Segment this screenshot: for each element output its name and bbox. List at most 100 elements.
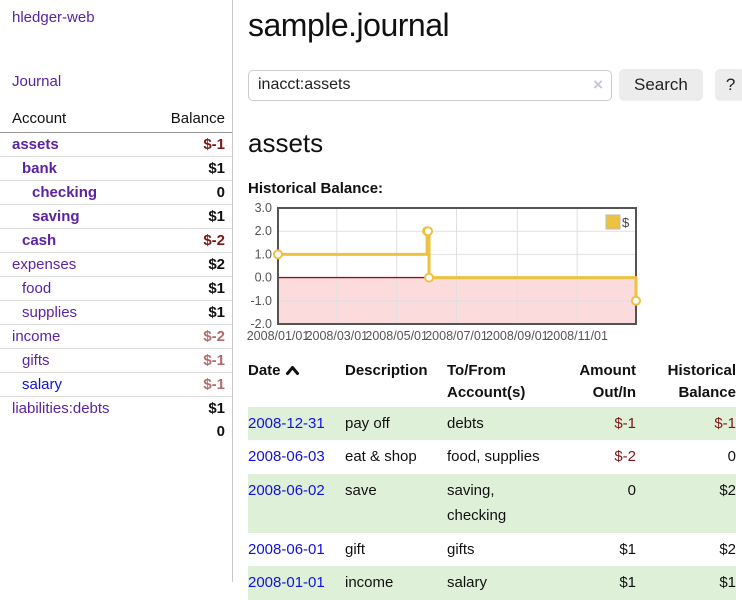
y-tick-label: 0.0 [255, 271, 272, 285]
account-name-cell: saving [0, 204, 149, 229]
balance-cell: $2 [719, 540, 736, 558]
account-balance: $1 [148, 204, 232, 229]
account-name-cell: income [0, 324, 149, 349]
description-cell: income [345, 574, 394, 591]
date-cell: 2008-06-03 [248, 440, 345, 474]
search-button[interactable]: Search [619, 69, 703, 101]
accounts-cell-text: salary [447, 574, 488, 591]
date-cell: 2008-12-31 [248, 407, 345, 441]
account-row: checking 0 [0, 180, 232, 205]
register-row: 2008-06-02 save saving, checking 0 $2 [248, 473, 736, 533]
account-row: salary $-1 [0, 372, 232, 397]
account-balance: $1 [148, 396, 232, 420]
account-heading: assets [248, 128, 324, 158]
description-cell: save [345, 481, 377, 499]
balance-cell: $-1 [714, 414, 736, 432]
legend-swatch [605, 214, 621, 230]
accounts-cell-text: food, supplies [447, 448, 540, 465]
account-balance: $2 [148, 252, 232, 277]
account-link-gifts[interactable]: gifts [22, 352, 50, 369]
account-link-saving[interactable]: saving [32, 208, 80, 225]
account-name-cell: bank [0, 156, 149, 181]
y-tick-label: 2.0 [255, 224, 272, 238]
accounts-cell-text: debts [447, 414, 484, 432]
search-field-wrap: × [248, 69, 612, 101]
account-name-cell: salary [0, 372, 149, 397]
account-name-cell: liabilities:debts [0, 396, 149, 420]
accounts-header-account: Account [0, 107, 149, 133]
accounts-total-value: 0 [216, 423, 225, 440]
description-cell: pay off [345, 414, 390, 432]
transaction-date-link[interactable]: 2008-06-03 [248, 448, 325, 465]
register-table: Date Description To/From Account(s) Amount Ou… [248, 357, 736, 600]
accounts-cell: debts [447, 407, 553, 441]
account-balance: $-2 [148, 324, 232, 349]
account-name-cell: expenses [0, 252, 149, 277]
accounts-cell: gifts [447, 533, 553, 567]
register-row: 2008-01-01 income salary $1 $1 [248, 566, 736, 600]
search-input[interactable] [248, 69, 612, 101]
balance-cell: 0 [727, 448, 736, 465]
account-link-food[interactable]: food [22, 280, 52, 297]
account-balance: $-1 [203, 136, 225, 153]
help-button[interactable]: ? [714, 69, 742, 101]
chart-title: Historical Balance: [248, 180, 384, 197]
data-point-marker [273, 249, 283, 260]
amount-cell: $1 [619, 540, 636, 558]
account-row: liabilities:debts $1 [0, 396, 232, 420]
account-link-assets[interactable]: assets [12, 136, 59, 153]
transaction-date-link[interactable]: 2008-12-31 [248, 414, 325, 432]
data-point-marker [423, 226, 434, 237]
register-row: 2008-06-01 gift gifts $1 $2 [248, 533, 736, 567]
register-col-header: To/From Account(s) [447, 362, 526, 401]
account-name-cell: assets [0, 133, 149, 157]
date-cell: 2008-01-01 [248, 566, 345, 600]
account-name-cell: gifts [0, 348, 149, 373]
account-row: saving $1 [0, 204, 232, 229]
account-link-income[interactable]: income [12, 328, 61, 345]
register-col-header: Description [345, 362, 428, 379]
main-content: sample.journal × Search ? assets Histori… [233, 0, 742, 600]
accounts-total-row: 0 [0, 420, 232, 443]
account-row: bank $1 [0, 156, 232, 181]
account-link-checking[interactable]: checking [32, 184, 98, 201]
clear-search-icon[interactable]: × [593, 74, 603, 94]
amount-cell: $1 [619, 574, 636, 591]
amount-cell: 0 [627, 481, 636, 499]
account-row: food $1 [0, 276, 232, 301]
account-link-liabilities-debts[interactable]: liabilities:debts [12, 400, 110, 417]
transaction-date-link[interactable]: 2008-01-01 [248, 574, 325, 591]
register-col-header[interactable]: Date [248, 357, 345, 407]
account-row: gifts $-1 [0, 348, 232, 373]
account-row: expenses $2 [0, 252, 232, 277]
accounts-cell-text: saving, checking [447, 481, 507, 525]
account-link-cash[interactable]: cash [22, 232, 57, 249]
account-name-cell: supplies [0, 300, 149, 325]
account-link-expenses[interactable]: expenses [12, 256, 77, 273]
balance-cell: $1 [719, 574, 736, 591]
account-row: income $-2 [0, 324, 232, 349]
x-tick-label: 2008/09/01 [486, 329, 549, 343]
brand-link[interactable]: hledger-web [12, 9, 95, 26]
data-point-marker [424, 272, 435, 283]
accounts-total-spacer [0, 420, 149, 443]
historical-balance-chart: $3.0 2.0 1.0 0.0 -1.0 -2.0 2008/01/01 2008/03/0… [247, 201, 742, 343]
account-name-cell: cash [0, 228, 149, 253]
register-row: 2008-12-31 pay off debts $-1 $-1 [248, 406, 736, 441]
account-balance: $-2 [148, 228, 232, 253]
x-tick-label: 2008/01/01 [247, 329, 310, 343]
accounts-header-balance: Balance [148, 107, 232, 133]
x-tick-label: 2008/03/01 [306, 329, 369, 343]
nav-journal-link[interactable]: Journal [12, 73, 62, 90]
transaction-date-link[interactable]: 2008-06-02 [248, 481, 325, 499]
chevron-up-icon [285, 366, 299, 375]
transaction-date-link[interactable]: 2008-06-01 [248, 540, 325, 558]
amount-cell: $-2 [614, 448, 636, 465]
account-link-salary[interactable]: salary [22, 376, 63, 393]
account-link-bank[interactable]: bank [22, 160, 58, 177]
accounts-cell: salary [447, 566, 553, 600]
account-balance: $1 [148, 156, 232, 181]
account-link-supplies[interactable]: supplies [22, 304, 78, 321]
accounts-cell: food, supplies [447, 440, 553, 474]
